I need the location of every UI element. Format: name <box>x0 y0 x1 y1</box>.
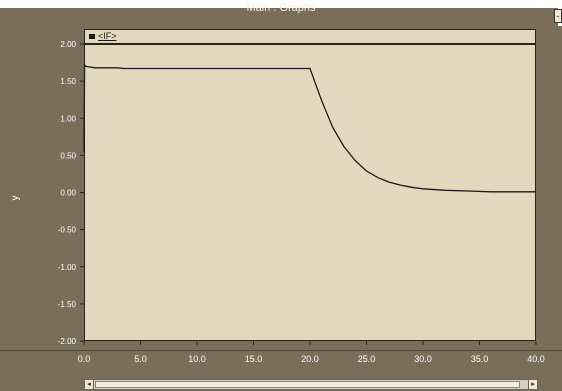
scroll-right-arrow-icon[interactable]: ▸ <box>528 380 537 389</box>
y-tick-label: 0.00 <box>60 189 76 198</box>
x-tick-label: 10.0 <box>188 354 206 364</box>
x-tick-label: 25.0 <box>358 354 376 364</box>
scroll-left-arrow-icon[interactable]: ◂ <box>85 380 94 389</box>
x-tick-label: 40.0 <box>527 354 545 364</box>
y-tick-label: 1.50 <box>60 77 76 86</box>
legend-strip: <IF> <box>84 29 536 44</box>
x-tick-label: 5.0 <box>134 354 147 364</box>
y-tick-label: -1.50 <box>58 300 77 309</box>
y-tick-label: 0.50 <box>60 151 76 160</box>
y-axis-ticks: 2.00 1.50 1.00 0.50 0.00 -0.50 -1.00 -1.50 -2.00 <box>58 40 84 346</box>
x-tick-label: 30.0 <box>414 354 432 364</box>
legend-label[interactable]: <IF> <box>98 31 117 41</box>
y-tick-label: -1.00 <box>58 263 77 272</box>
window-title: Main : Graphs <box>246 2 316 14</box>
series-group <box>83 62 536 193</box>
x-tick-label: 0.0 <box>78 354 91 364</box>
scroll-thumb[interactable] <box>95 381 520 388</box>
legend-swatch-icon <box>89 34 95 39</box>
y-tick-label: -2.00 <box>58 337 77 346</box>
y-tick-label: 2.00 <box>60 40 76 49</box>
series-line <box>83 62 536 193</box>
x-tick-label: 15.0 <box>245 354 263 364</box>
horizontal-scrollbar[interactable]: ◂ ▸ <box>84 379 538 390</box>
y-tick-label: 1.00 <box>60 114 76 123</box>
y-tick-label: -0.50 <box>58 226 77 235</box>
x-axis-ticks: 0.0 5.0 10.0 15.0 20.0 25.0 30.0 35.0 40.0 <box>78 341 545 364</box>
x-tick-label: 35.0 <box>471 354 489 364</box>
plot-area[interactable] <box>84 44 536 341</box>
x-tick-label: 20.0 <box>301 354 319 364</box>
y-axis-label: y <box>10 196 21 201</box>
